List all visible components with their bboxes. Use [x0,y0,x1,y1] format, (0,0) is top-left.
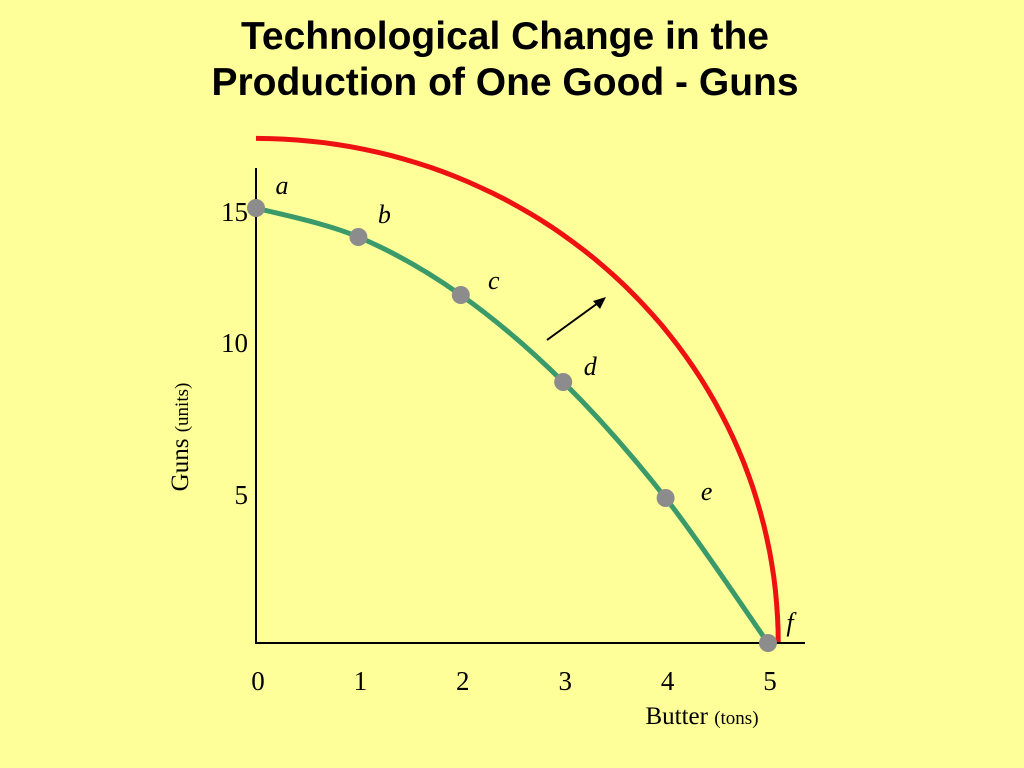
title-line-2: Production of One Good - Guns [211,61,799,104]
x-tick-2: 2 [456,666,470,696]
point-c [451,286,470,304]
x-tick-1: 1 [354,666,368,696]
x-axis-title: Butter [645,703,708,730]
shift-arrow [546,297,606,341]
x-axis-label: Butter (tons) [645,703,758,730]
point-label-c: c [488,266,500,295]
y-tick-labels: 5 10 15 [221,197,248,510]
y-tick-5: 5 [235,480,249,510]
original-ppf-layer [255,205,771,645]
x-axis-unit: (tons) [714,708,758,729]
y-axis-title: Guns [167,439,194,492]
y-axis-label: Guns (units) [167,383,194,492]
point-label-e: e [701,477,713,506]
x-tick-labels: 0 1 2 3 4 5 [251,666,777,696]
point-label-b: b [378,200,391,229]
point-label-f: f [786,608,797,637]
points-layer: a b c d e f [247,171,797,652]
point-b [349,228,368,246]
y-tick-15: 15 [221,197,248,227]
point-label-d: d [584,352,598,381]
point-a [247,199,265,217]
y-tick-10: 10 [221,328,248,358]
title-line-1: Technological Change in the [241,15,769,58]
x-tick-5: 5 [763,666,777,696]
point-d [554,373,573,391]
new-ppf-layer [255,135,781,644]
x-tick-0: 0 [251,666,265,696]
original-ppf-curve [255,205,771,645]
point-e [656,489,675,507]
chart-title: Technological Change in the Production o… [0,14,1010,106]
new-ppf-curve [255,135,781,644]
y-axis-unit: (units) [172,383,193,433]
point-label-a: a [276,171,289,200]
point-f [759,634,777,652]
x-tick-4: 4 [661,666,675,696]
x-tick-3: 3 [558,666,572,696]
